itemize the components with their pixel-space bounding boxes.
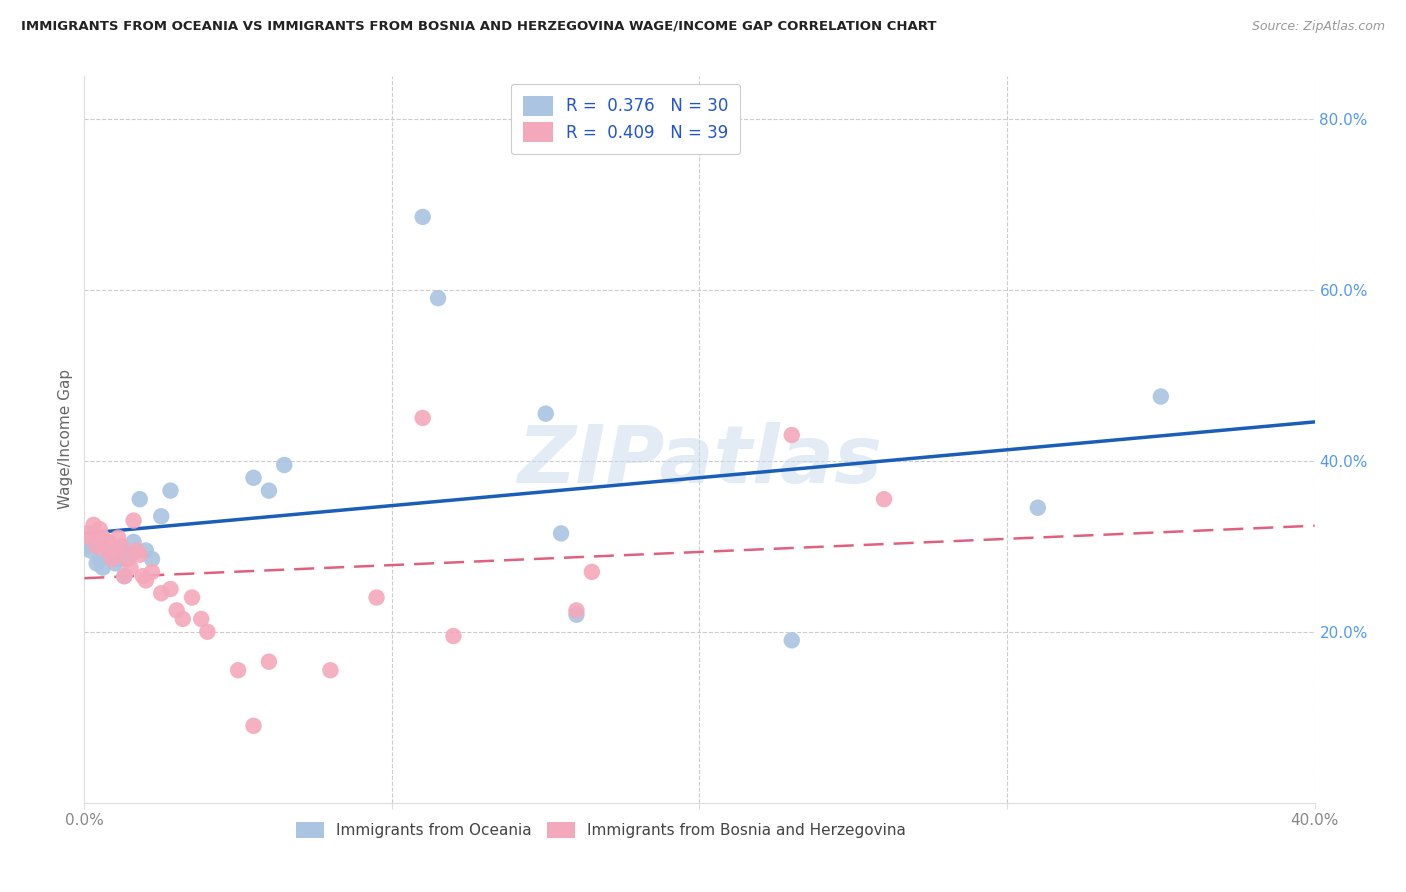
Point bbox=[873, 492, 896, 507]
Legend: Immigrants from Oceania, Immigrants from Bosnia and Herzegovina: Immigrants from Oceania, Immigrants from… bbox=[288, 814, 914, 846]
Point bbox=[412, 210, 434, 224]
Point bbox=[257, 655, 280, 669]
Point bbox=[1150, 390, 1173, 404]
Point bbox=[76, 539, 98, 553]
Point bbox=[226, 663, 249, 677]
Point bbox=[427, 291, 450, 305]
Point bbox=[112, 569, 135, 583]
Text: ZIPatlas: ZIPatlas bbox=[517, 422, 882, 500]
Point bbox=[780, 633, 803, 648]
Point bbox=[98, 543, 120, 558]
Point bbox=[242, 719, 264, 733]
Point bbox=[141, 565, 163, 579]
Point bbox=[181, 591, 204, 605]
Point bbox=[366, 591, 388, 605]
Point bbox=[86, 557, 108, 571]
Point bbox=[172, 612, 194, 626]
Point bbox=[120, 560, 142, 574]
Point bbox=[104, 557, 127, 571]
Point bbox=[581, 565, 603, 579]
Point bbox=[107, 552, 129, 566]
Point bbox=[135, 543, 157, 558]
Point bbox=[89, 552, 111, 566]
Point bbox=[257, 483, 280, 498]
Point bbox=[319, 663, 342, 677]
Point bbox=[412, 411, 434, 425]
Point bbox=[122, 514, 145, 528]
Point bbox=[110, 539, 132, 553]
Point bbox=[132, 569, 155, 583]
Point bbox=[534, 407, 557, 421]
Point bbox=[122, 535, 145, 549]
Point bbox=[128, 492, 150, 507]
Point bbox=[89, 522, 111, 536]
Point bbox=[83, 517, 105, 532]
Point bbox=[86, 539, 108, 553]
Point bbox=[125, 543, 148, 558]
Point bbox=[150, 509, 173, 524]
Point bbox=[98, 535, 120, 549]
Point bbox=[780, 428, 803, 442]
Point bbox=[110, 543, 132, 558]
Point bbox=[135, 574, 157, 588]
Point bbox=[565, 607, 588, 622]
Point bbox=[550, 526, 572, 541]
Point bbox=[117, 552, 139, 566]
Point bbox=[94, 543, 117, 558]
Point bbox=[101, 548, 124, 562]
Point bbox=[101, 552, 124, 566]
Point bbox=[79, 543, 101, 558]
Point bbox=[190, 612, 212, 626]
Point bbox=[83, 535, 105, 549]
Point bbox=[159, 582, 181, 596]
Point bbox=[1026, 500, 1049, 515]
Point bbox=[150, 586, 173, 600]
Text: Source: ZipAtlas.com: Source: ZipAtlas.com bbox=[1251, 20, 1385, 33]
Point bbox=[112, 569, 135, 583]
Point bbox=[107, 531, 129, 545]
Point bbox=[128, 548, 150, 562]
Point bbox=[91, 531, 114, 545]
Point bbox=[104, 543, 127, 558]
Point bbox=[565, 603, 588, 617]
Point bbox=[197, 624, 219, 639]
Point bbox=[91, 560, 114, 574]
Point bbox=[273, 458, 295, 472]
Point bbox=[79, 531, 101, 545]
Point bbox=[159, 483, 181, 498]
Point bbox=[166, 603, 188, 617]
Point bbox=[141, 552, 163, 566]
Y-axis label: Wage/Income Gap: Wage/Income Gap bbox=[58, 369, 73, 509]
Point bbox=[443, 629, 465, 643]
Point bbox=[242, 471, 264, 485]
Point bbox=[120, 548, 142, 562]
Text: IMMIGRANTS FROM OCEANIA VS IMMIGRANTS FROM BOSNIA AND HERZEGOVINA WAGE/INCOME GA: IMMIGRANTS FROM OCEANIA VS IMMIGRANTS FR… bbox=[21, 20, 936, 33]
Point bbox=[76, 526, 98, 541]
